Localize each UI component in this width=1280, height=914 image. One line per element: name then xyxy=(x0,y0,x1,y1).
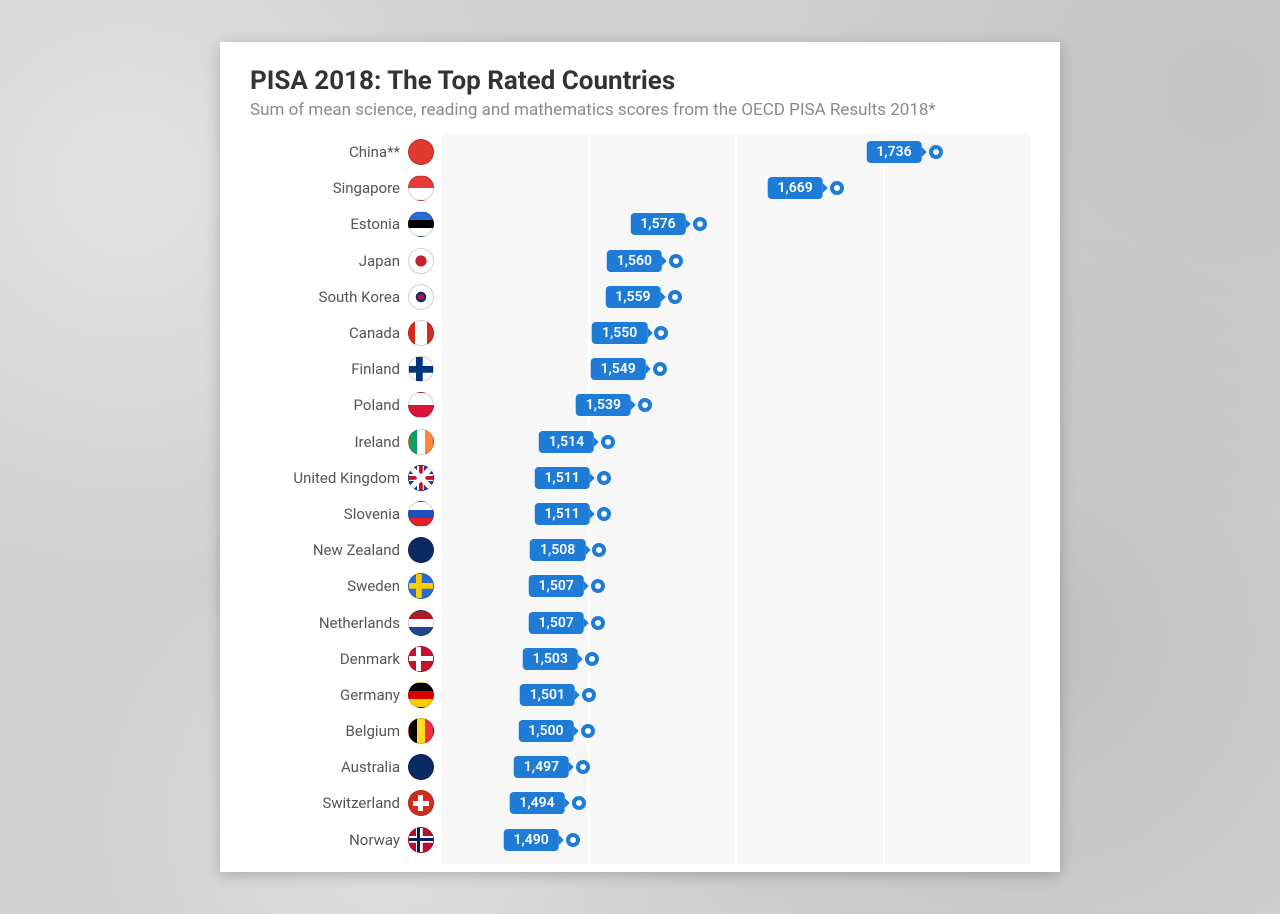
value-badge: 1,549 xyxy=(590,358,645,380)
value-badge: 1,669 xyxy=(767,177,822,199)
flag-icon xyxy=(408,827,434,853)
country-label: New Zealand xyxy=(313,541,400,559)
chart-row: Denmark1,503 xyxy=(440,641,1030,677)
chart-row: Ireland1,514 xyxy=(440,424,1030,460)
value-badge: 1,507 xyxy=(529,612,584,634)
chart-row: Singapore1,669 xyxy=(440,170,1030,206)
chart-card: PISA 2018: The Top Rated Countries Sum o… xyxy=(220,42,1060,872)
country-label: Ireland xyxy=(354,433,400,451)
country-label: Australia xyxy=(341,758,400,776)
chart-row: New Zealand1,508 xyxy=(440,532,1030,568)
value-badge: 1,507 xyxy=(529,575,584,597)
value-badge: 1,490 xyxy=(503,829,558,851)
chart-gridline xyxy=(1030,134,1032,864)
chart-subtitle: Sum of mean science, reading and mathema… xyxy=(250,100,1030,120)
flag-icon xyxy=(408,790,434,816)
flag-icon xyxy=(408,537,434,563)
chart-row: Germany1,501 xyxy=(440,677,1030,713)
chart-row: Estonia1,576 xyxy=(440,206,1030,242)
country-label: Japan xyxy=(359,252,400,270)
country-label: Belgium xyxy=(346,722,400,740)
flag-icon xyxy=(408,248,434,274)
flag-icon xyxy=(408,356,434,382)
chart-rows: China**1,736Singapore1,669Estonia1,576Ja… xyxy=(440,134,1030,858)
chart-row: Belgium1,500 xyxy=(440,713,1030,749)
flag-icon xyxy=(408,284,434,310)
chart-row: South Korea1,559 xyxy=(440,279,1030,315)
country-label: Canada xyxy=(349,324,400,342)
country-label: Singapore xyxy=(333,179,400,197)
chart-row: Australia1,497 xyxy=(440,749,1030,785)
flag-icon xyxy=(408,501,434,527)
value-badge: 1,560 xyxy=(607,250,662,272)
value-badge: 1,576 xyxy=(630,213,685,235)
chart-plot-area: China**1,736Singapore1,669Estonia1,576Ja… xyxy=(440,134,1030,864)
country-label: Germany xyxy=(340,686,400,704)
flag-icon xyxy=(408,429,434,455)
flag-icon xyxy=(408,573,434,599)
flag-icon xyxy=(408,139,434,165)
value-badge: 1,559 xyxy=(605,286,660,308)
chart-row: Switzerland1,494 xyxy=(440,785,1030,821)
value-badge: 1,539 xyxy=(576,394,631,416)
flag-icon xyxy=(408,465,434,491)
chart-row: Sweden1,507 xyxy=(440,568,1030,604)
chart-row: Netherlands1,507 xyxy=(440,604,1030,640)
value-badge: 1,497 xyxy=(514,756,569,778)
value-badge: 1,550 xyxy=(592,322,647,344)
value-badge: 1,514 xyxy=(539,431,594,453)
value-badge: 1,501 xyxy=(520,684,575,706)
chart-row: China**1,736 xyxy=(440,134,1030,170)
chart-row: Norway1,490 xyxy=(440,822,1030,858)
flag-icon xyxy=(408,646,434,672)
chart-row: Japan1,560 xyxy=(440,243,1030,279)
flag-icon xyxy=(408,610,434,636)
country-label: United Kingdom xyxy=(293,469,400,487)
value-badge: 1,494 xyxy=(509,792,564,814)
country-label: Switzerland xyxy=(322,794,400,812)
chart-row: Finland1,549 xyxy=(440,351,1030,387)
chart-row: United Kingdom1,511 xyxy=(440,460,1030,496)
country-label: Poland xyxy=(354,396,400,414)
country-label: Netherlands xyxy=(319,614,400,632)
country-label: Finland xyxy=(351,360,400,378)
chart-row: Canada1,550 xyxy=(440,315,1030,351)
flag-icon xyxy=(408,320,434,346)
flag-icon xyxy=(408,392,434,418)
flag-icon xyxy=(408,175,434,201)
country-label: South Korea xyxy=(319,288,400,306)
country-label: Norway xyxy=(349,831,400,849)
flag-icon xyxy=(408,682,434,708)
chart-row: Slovenia1,511 xyxy=(440,496,1030,532)
flag-icon xyxy=(408,754,434,780)
chart-row: Poland1,539 xyxy=(440,387,1030,423)
chart-title: PISA 2018: The Top Rated Countries xyxy=(250,66,1030,96)
value-badge: 1,503 xyxy=(523,648,578,670)
value-badge: 1,508 xyxy=(530,539,585,561)
country-label: Slovenia xyxy=(344,505,400,523)
country-label: Sweden xyxy=(347,577,400,595)
country-label: Estonia xyxy=(350,215,400,233)
value-badge: 1,736 xyxy=(866,141,921,163)
flag-icon xyxy=(408,718,434,744)
value-badge: 1,511 xyxy=(534,467,589,489)
country-label: China** xyxy=(349,143,400,161)
flag-icon xyxy=(408,211,434,237)
value-badge: 1,511 xyxy=(534,503,589,525)
country-label: Denmark xyxy=(340,650,400,668)
value-badge: 1,500 xyxy=(518,720,573,742)
